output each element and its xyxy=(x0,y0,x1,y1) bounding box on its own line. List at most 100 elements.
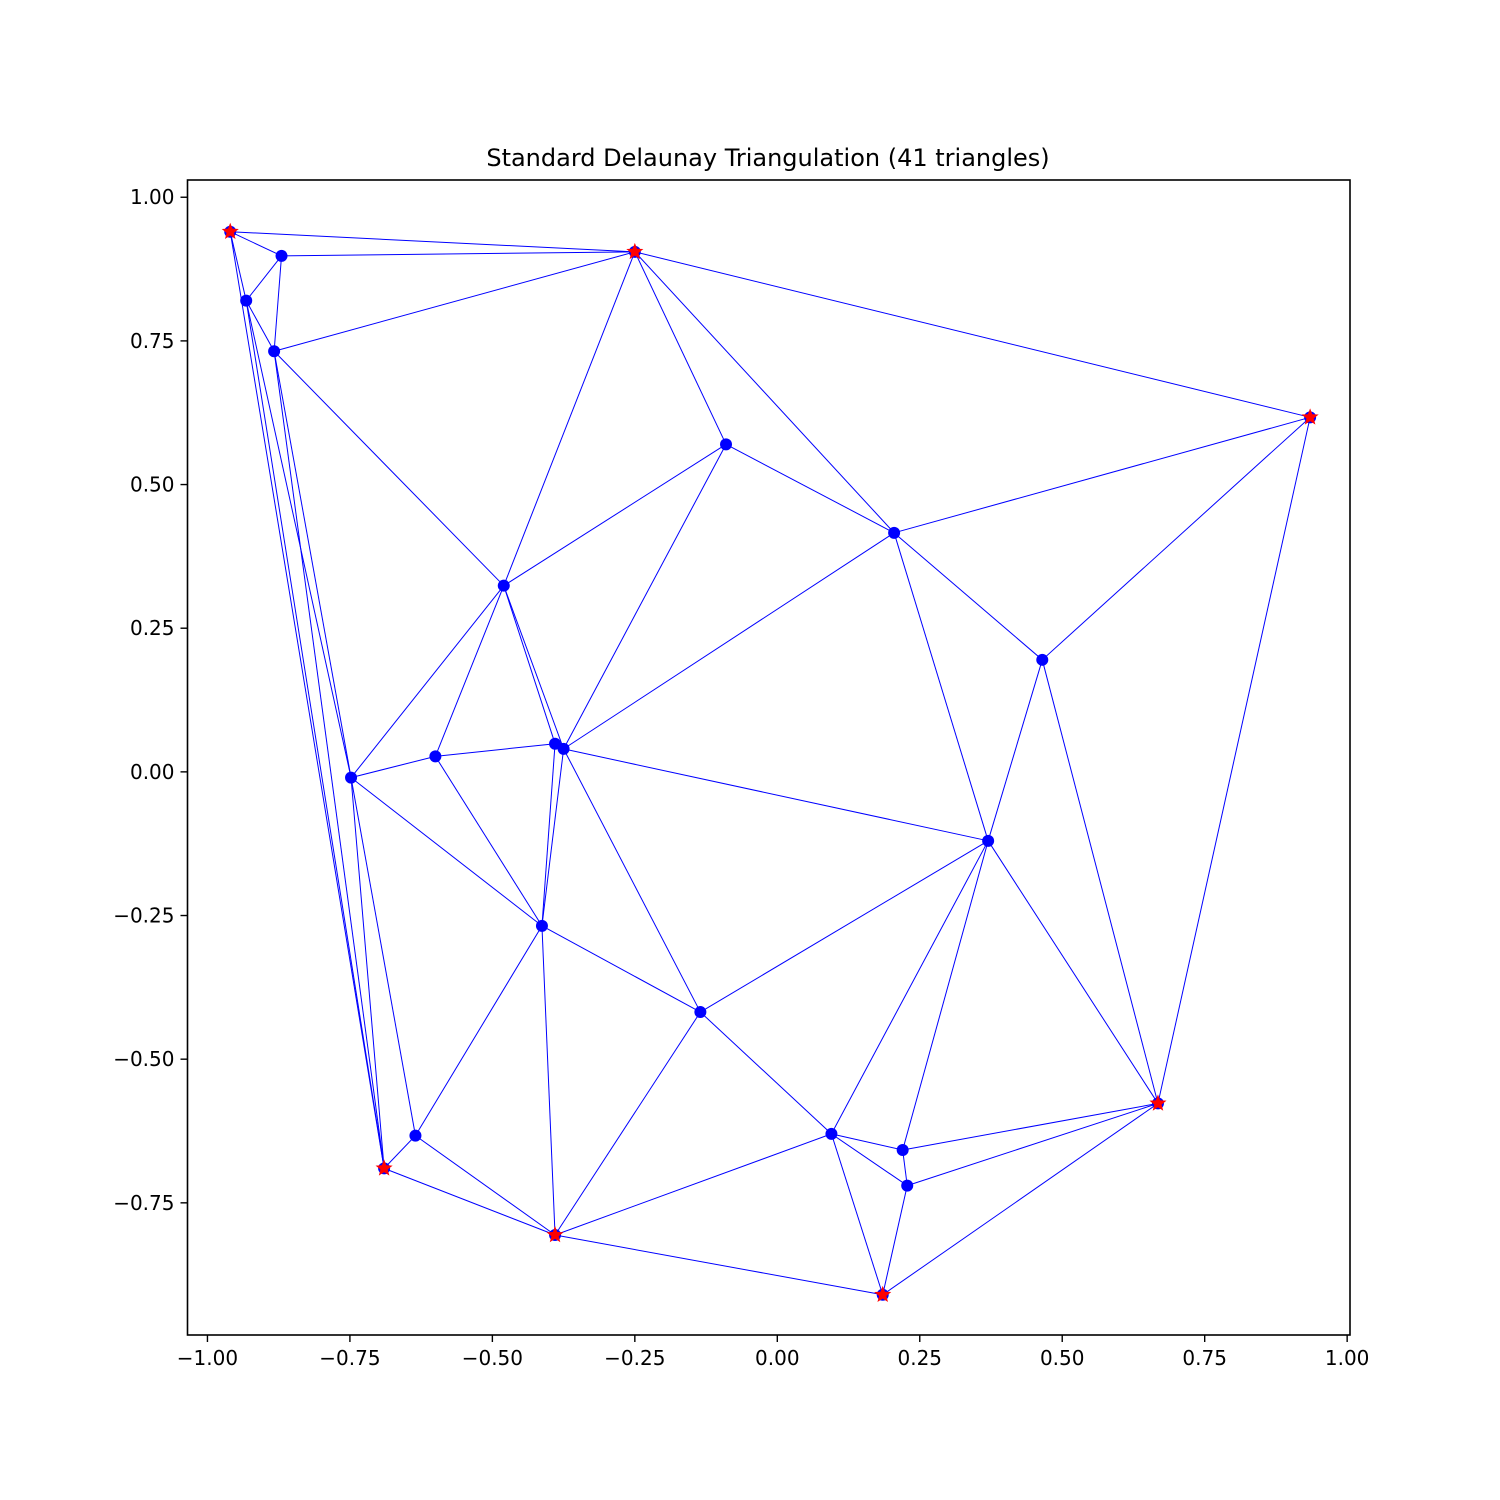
y-tick-label: 1.00 xyxy=(130,185,175,209)
triangulation-edge xyxy=(415,925,543,1136)
triangulation-edge xyxy=(700,840,989,1013)
plot-frame xyxy=(186,179,1351,1336)
triangulation-edge xyxy=(882,1103,1159,1296)
data-point xyxy=(825,1127,838,1140)
triangulation-edge xyxy=(554,1133,832,1236)
data-point xyxy=(268,345,281,358)
x-tick-label: 0.50 xyxy=(1040,1346,1085,1370)
triangulation-edge xyxy=(634,251,727,445)
triangulation-edge xyxy=(907,1102,1159,1187)
x-tick-label: 1.00 xyxy=(1325,1346,1370,1370)
triangulation-edge xyxy=(563,444,727,750)
triangulation-edge xyxy=(831,1133,903,1151)
hull-star-marker xyxy=(221,222,239,239)
triangulation-edges xyxy=(229,231,1311,1296)
hull-star-marker xyxy=(874,1285,892,1303)
triangulation-edge xyxy=(830,840,989,1135)
data-point xyxy=(429,750,442,763)
triangulation-edge xyxy=(541,748,565,926)
data-point xyxy=(275,249,288,262)
y-tick-label: 0.50 xyxy=(130,473,175,497)
triangulation-edge xyxy=(541,743,556,926)
triangulation-edge xyxy=(229,231,247,301)
triangulation-edge xyxy=(987,840,1159,1104)
triangulation-edge xyxy=(893,532,1043,661)
triangulation-edge xyxy=(230,231,635,253)
triangulation-edge xyxy=(434,585,505,757)
triangulation-edge xyxy=(1157,417,1311,1104)
triangulation-edge xyxy=(273,351,352,778)
triangulation-edge xyxy=(350,585,505,778)
x-axis: −1.00 −0.75 −0.50 −0.25 0.00 0.25 0.50 0.75 1.00 xyxy=(177,1335,1370,1370)
triangulation-edge xyxy=(503,443,727,587)
triangulation-edge xyxy=(503,251,636,586)
x-tick-label: 0.75 xyxy=(1182,1346,1227,1370)
x-tick-label: −0.75 xyxy=(319,1346,380,1370)
y-tick-label: 0.00 xyxy=(130,760,175,784)
triangulation-edge xyxy=(541,925,556,1236)
data-point xyxy=(535,919,548,932)
triangulation-edge xyxy=(273,251,635,352)
triangulation-edge xyxy=(563,532,895,750)
triangulation-edge xyxy=(245,300,275,352)
x-tick-label: −1.00 xyxy=(177,1346,238,1370)
triangulation-edge xyxy=(350,777,416,1136)
data-point xyxy=(896,1143,909,1156)
triangulation-edge xyxy=(273,351,385,1169)
triangulation-edge xyxy=(503,585,556,744)
triangulation-edge xyxy=(554,1234,883,1296)
triangulation-edge xyxy=(893,416,1311,534)
triangulation-edge xyxy=(987,659,1043,841)
data-point xyxy=(345,771,358,784)
triangulation-edge xyxy=(831,1133,908,1187)
triangulation-edge xyxy=(830,1133,884,1295)
triangulation-edge xyxy=(902,1102,1159,1151)
triangulation-edge xyxy=(245,300,352,778)
triangulation-edge xyxy=(350,755,436,779)
data-point xyxy=(982,834,995,847)
triangulation-edge xyxy=(902,840,989,1151)
triangulation-edge xyxy=(245,255,282,301)
data-point xyxy=(240,294,253,307)
triangulation-edge xyxy=(541,925,701,1013)
triangulation-edge xyxy=(350,777,543,927)
triangulation-edge xyxy=(383,1135,416,1169)
data-point xyxy=(1036,653,1049,666)
hull-star-marker xyxy=(546,1226,564,1243)
triangulation-edge xyxy=(350,777,385,1169)
hull-star-marker xyxy=(1149,1094,1167,1111)
triangulation-edge xyxy=(882,1185,908,1295)
triangulation-points xyxy=(224,225,1317,1301)
data-point xyxy=(497,579,510,592)
triangulation-edge xyxy=(229,231,385,1169)
data-point xyxy=(409,1129,422,1142)
triangulation-edge xyxy=(700,1011,832,1135)
triangulation-edge xyxy=(230,231,282,257)
hull-star-marker xyxy=(626,242,644,260)
data-point xyxy=(557,742,570,755)
y-tick-label: 0.25 xyxy=(130,616,175,640)
x-tick-label: −0.25 xyxy=(604,1346,665,1370)
y-tick-label: −0.75 xyxy=(113,1191,174,1215)
triangulation-edge xyxy=(273,255,283,352)
triangulation-edge xyxy=(563,748,701,1013)
data-point xyxy=(694,1006,707,1019)
data-point xyxy=(888,526,901,539)
triangulation-edge xyxy=(893,532,989,841)
triangulation-edge xyxy=(415,1135,556,1236)
hull-star-markers xyxy=(221,222,1319,1303)
triangulation-edge xyxy=(563,748,989,842)
triangulation-edge xyxy=(634,251,1311,418)
y-tick-label: −0.25 xyxy=(113,904,174,928)
data-point xyxy=(901,1179,914,1192)
triangulation-edge xyxy=(503,585,565,750)
x-tick-label: 0.25 xyxy=(897,1346,942,1370)
triangulation-edge xyxy=(434,756,543,927)
data-point xyxy=(720,438,733,451)
triangulation-edge xyxy=(725,443,895,534)
triangulation-edge xyxy=(281,251,635,257)
hull-star-marker xyxy=(1301,408,1319,425)
triangulation-edge xyxy=(435,743,556,757)
